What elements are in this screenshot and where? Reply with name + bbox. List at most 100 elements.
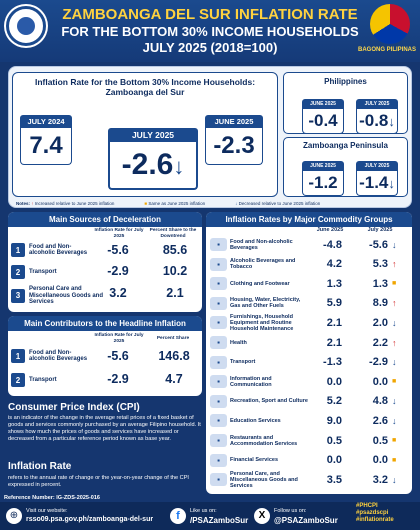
arrow-down-icon: ↓ xyxy=(392,357,397,368)
row-number: 2 xyxy=(11,265,25,279)
commodity-label: Clothing and Footwear xyxy=(230,280,290,287)
dash-icon: ■ xyxy=(144,201,148,206)
col-july: July 2025 xyxy=(367,227,393,233)
row-share: 4.7 xyxy=(165,372,183,386)
same-icon: ■ xyxy=(392,456,397,464)
zp-july-value: -1.4 xyxy=(359,173,389,192)
row-label: Food and Non-alcoholic Beverages xyxy=(29,349,88,363)
commodity-july: 0.0 xyxy=(372,375,388,388)
row-share: 146.8 xyxy=(158,349,190,363)
commodity-label: Alcoholic Beverages and Tobacco xyxy=(230,258,296,271)
same-icon: ■ xyxy=(392,378,397,386)
commodity-row: ▪ Personal Care, and Miscellaneous Goods … xyxy=(210,471,412,489)
june2025-card: JUNE 2025 -2.3 xyxy=(205,115,263,165)
x-icon: X xyxy=(254,508,270,524)
commodity-july: -2.9 xyxy=(369,356,388,369)
ph-june-value: -0.4 xyxy=(302,109,344,134)
inflation-title: Inflation Rate xyxy=(8,461,72,472)
row-number: 2 xyxy=(11,373,25,387)
header: ZAMBOANGA DEL SUR INFLATION RATE FOR THE… xyxy=(0,0,420,62)
con-col2: Percent Share xyxy=(156,336,190,341)
zp-july-card: JULY 2025 -1.4↓ xyxy=(356,161,398,196)
commodity-july: 5.3 xyxy=(372,258,388,271)
bagong-pilipinas-label: BAGONG PILIPINAS xyxy=(357,47,416,53)
facebook-icon: f xyxy=(170,508,186,524)
cpi-title: Consumer Price Index (CPI) xyxy=(8,402,140,413)
commodity-label: Transport xyxy=(230,359,256,366)
commodity-july: 4.8 xyxy=(372,395,388,408)
peninsula-title: Zamboanga Peninsula xyxy=(303,141,388,150)
footer: ⊕ Visit our website: rsso09.psa.gov.ph/z… xyxy=(0,502,420,530)
philippines-title: Philippines xyxy=(324,77,367,86)
commodity-row: ▪ Restaurants and Accommodation Services 0… xyxy=(210,432,412,449)
dec-row-1: 1 Food and Non-alcoholic Beverages xyxy=(11,243,97,257)
zp-june-value: -1.2 xyxy=(302,171,344,196)
commodity-july: 3.2 xyxy=(372,473,388,486)
deceleration-title: Main Sources of Deceleration xyxy=(8,212,202,227)
commodity-june: -1.3 xyxy=(323,356,342,369)
commodity-july: 2.2 xyxy=(372,336,388,349)
row-share: 85.6 xyxy=(162,243,188,257)
commodity-june: 0.0 xyxy=(326,375,342,388)
commodity-icon: ▪ xyxy=(210,316,227,330)
row-label: Food and Non-alcoholic Beverages xyxy=(29,243,88,257)
arrow-down-icon: ↓ xyxy=(392,239,397,250)
july2025-label: JULY 2025 xyxy=(108,128,198,142)
website-link[interactable]: rsso09.psa.gov.ph/zamboanga-del-sur xyxy=(26,516,154,523)
arrow-down-icon: ↓ xyxy=(173,154,185,179)
dec-col2: Percent Share to the Downtrend xyxy=(149,228,197,239)
row-share: 2.1 xyxy=(166,286,184,300)
commodity-row: ▪ Food and Non-alcoholic Beverages -4.8 -5.… xyxy=(210,236,412,253)
commodity-title: Inflation Rates by Major Commodity Group… xyxy=(206,212,412,227)
row-share: 10.2 xyxy=(162,264,188,278)
arrow-down-icon: ↓ xyxy=(388,114,395,129)
commodity-june: 0.0 xyxy=(326,454,342,467)
psa-logo xyxy=(6,6,46,46)
title-line1: ZAMBOANGA DEL SUR INFLATION RATE xyxy=(62,6,358,23)
commodity-july: -5.6 xyxy=(369,238,388,251)
row-rate: -5.6 xyxy=(107,243,129,257)
commodity-label: Food and Non-alcoholic Beverages xyxy=(230,238,293,251)
commodity-june: -4.8 xyxy=(323,238,342,251)
deceleration-section: Main Sources of Deceleration xyxy=(8,212,202,312)
july2025-card: JULY 2025 -2.6↓ xyxy=(108,128,198,190)
title-line2: FOR THE BOTTOM 30% INCOME HOUSEHOLDS xyxy=(61,24,359,39)
commodity-row: ▪ Health 2.1 2.2 ↑ xyxy=(210,334,412,351)
dec-row-3: 3 Personal Care and Miscellaneous Goods a… xyxy=(11,286,103,306)
arrow-down-icon: ↓ xyxy=(392,396,397,407)
commodity-icon: ▪ xyxy=(210,296,227,310)
reference-number: Reference Number: IG-ZDS-2025-016 xyxy=(4,495,100,501)
ph-july-value: -0.8 xyxy=(359,111,389,130)
globe-icon: ⊕ xyxy=(6,508,22,524)
commodity-icon: ▪ xyxy=(210,434,227,447)
commodity-row: ▪ Alcoholic Beverages and Tobacco 4.2 5.3 ↑ xyxy=(210,256,412,273)
zp-june-card: JUNE 2025 -1.2 xyxy=(302,161,344,196)
arrow-down-icon: ↓ xyxy=(392,474,397,485)
ph-june-card: JUNE 2025 -0.4 xyxy=(302,99,344,134)
commodity-row: ▪ Transport -1.3 -2.9 ↓ xyxy=(210,354,412,371)
row-rate: -2.9 xyxy=(107,372,129,386)
commodity-july: 8.9 xyxy=(372,297,388,310)
arrow-up-icon: ↑ xyxy=(392,337,397,348)
ph-june-label: JUNE 2025 xyxy=(302,99,344,109)
row-label: Transport xyxy=(29,268,57,275)
commodity-june: 2.1 xyxy=(326,316,342,329)
facebook-link[interactable]: /PSAZamboSur xyxy=(190,516,249,525)
july2024-card: JULY 2024 7.4 xyxy=(20,115,72,165)
con-row-2: 2 Transport xyxy=(11,373,97,387)
x-link[interactable]: @PSAZamboSur xyxy=(274,516,338,525)
commodity-icon: ▪ xyxy=(210,473,227,487)
row-number: 1 xyxy=(11,243,25,257)
commodity-july: 0.0 xyxy=(372,454,388,467)
row-rate: -2.9 xyxy=(107,264,129,278)
commodity-label: Restaurants and Accommodation Services xyxy=(230,434,298,447)
commodity-row: ▪ Clothing and Footwear 1.3 1.3 ■ xyxy=(210,275,412,292)
commodity-july: 2.0 xyxy=(372,316,388,329)
commodity-june: 0.5 xyxy=(326,434,342,447)
note-same: Same as June 2025 inflation xyxy=(148,201,206,206)
arrow-up-icon: ↑ xyxy=(392,298,397,309)
notes-legend: Notes: ↑ Increased relative to June 2025… xyxy=(16,199,408,208)
commodity-icon: ▪ xyxy=(210,238,227,251)
arrow-up-icon: ↑ xyxy=(392,259,397,270)
june2025-label: JUNE 2025 xyxy=(205,115,263,128)
